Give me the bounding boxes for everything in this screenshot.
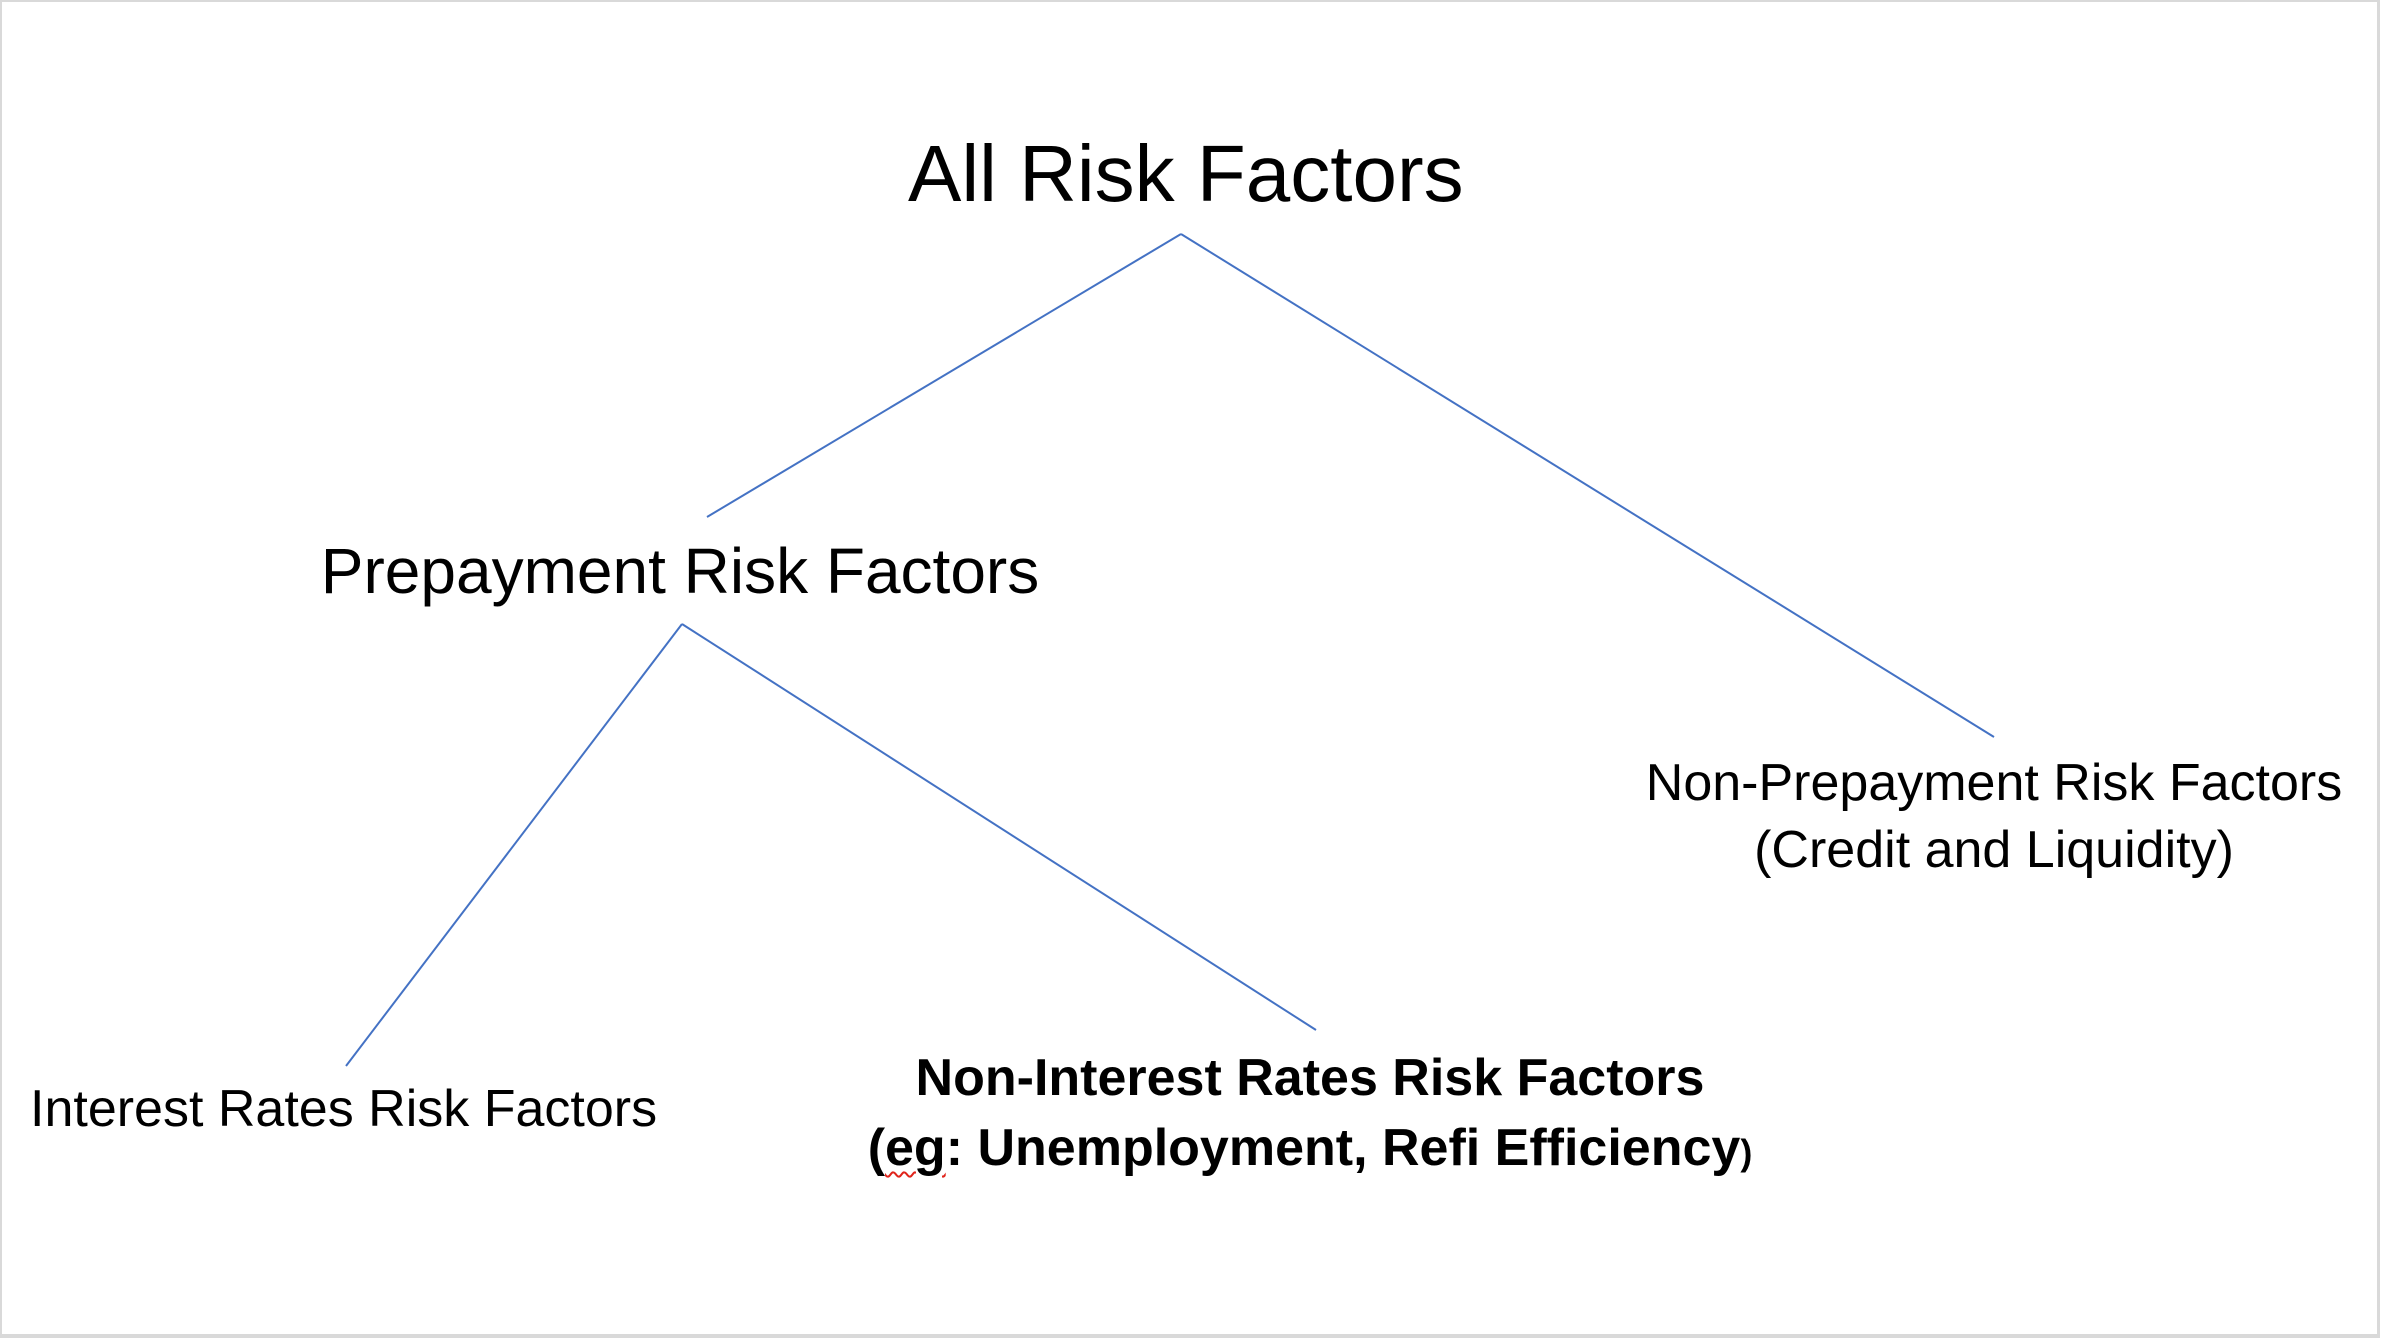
node-non-prepayment-risk-factors: Non-Prepayment Risk Factors (Credit and …	[1630, 750, 2358, 884]
open-paren: (	[867, 1119, 886, 1177]
node-interest-rates-risk-factors: Interest Rates Risk Factors	[30, 1078, 670, 1140]
node-non-interest-line2: (eg: Unemployment, Refi Efficiency)	[860, 1113, 1760, 1188]
node-prepayment-risk-factors: Prepayment Risk Factors	[300, 533, 1060, 610]
node-interest-rates-label: Interest Rates Risk Factors	[30, 1080, 658, 1138]
node-prepayment-risk-factors-label: Prepayment Risk Factors	[320, 535, 1040, 607]
edge-prepayment-to-non-interest-rates	[681, 623, 1317, 1031]
node-non-interest-rates-risk-factors: Non-Interest Rates Risk Factors (eg: Une…	[860, 1043, 1760, 1188]
spellcheck-word-eg: eg	[885, 1119, 946, 1177]
node-non-interest-line2-text: : Unemployment, Refi Efficiency	[945, 1119, 1741, 1177]
node-non-prepayment-line2: (Credit and Liquidity)	[1754, 821, 2234, 879]
close-paren: )	[1740, 1132, 1753, 1173]
node-non-interest-line1: Non-Interest Rates Risk Factors	[915, 1049, 1705, 1107]
node-all-risk-factors-label: All Risk Factors	[908, 129, 1464, 218]
edge-root-to-prepayment	[706, 233, 1182, 518]
edge-prepayment-to-interest-rates	[345, 623, 683, 1067]
edge-root-to-non-prepayment	[1180, 233, 1995, 738]
node-non-prepayment-line1: Non-Prepayment Risk Factors	[1645, 754, 2343, 812]
node-all-risk-factors: All Risk Factors	[908, 126, 1464, 222]
